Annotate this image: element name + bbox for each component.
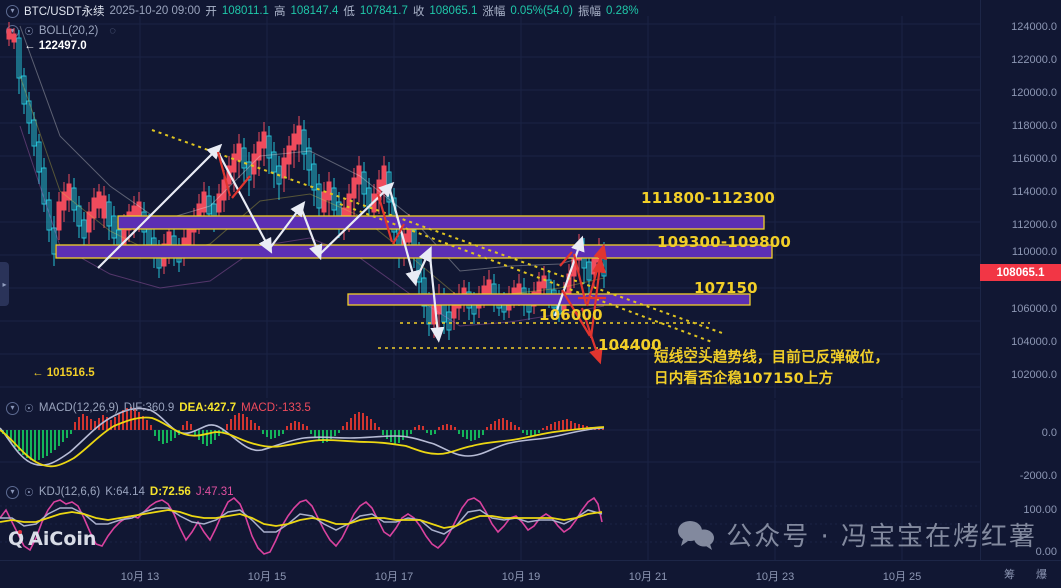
macd-dea: DEA:427.7: [179, 402, 237, 414]
x-tick: 10月 25: [882, 571, 922, 583]
y-tick: 116000.0: [1011, 153, 1057, 165]
kdj-y-tick: 100.00: [1023, 504, 1057, 516]
y-tick: 106000.0: [1011, 303, 1057, 315]
candle-datetime: 2025-10-20 09:00: [109, 5, 201, 17]
chevron-down-icon[interactable]: ▾: [6, 401, 19, 415]
zone-107150: [347, 293, 751, 306]
symbol-name[interactable]: BTC/USDT永续: [24, 6, 105, 18]
y-tick: 102000.0: [1011, 369, 1057, 381]
x-tick: 10月 15: [247, 571, 287, 583]
macd-svg: [0, 400, 980, 488]
close-label: 收: [412, 6, 425, 18]
amplitude-value: 0.28%: [606, 5, 639, 17]
price-axis[interactable]: 124000.0 122000.0 120000.0 118000.0 1160…: [980, 0, 1061, 560]
low-value: 107841.7: [359, 5, 408, 17]
macd-info-bar: ▾ ☉ MACD(12,26,9) DIF:360.9 DEA:427.7 MA…: [0, 399, 1061, 417]
high-value: 108147.4: [290, 5, 339, 17]
annotation-zone-111800: 111800-112300: [641, 189, 776, 207]
y-tick: 112000.0: [1011, 219, 1057, 231]
annotation-level-107150: 107150: [694, 279, 758, 297]
kdj-name[interactable]: KDJ(12,6,6): [38, 486, 101, 498]
kdj-info-bar: ▾ ☉ KDJ(12,6,6) K:64.14 D:72.56 J:47.31: [0, 483, 1061, 501]
time-axis[interactable]: 10月 13 10月 15 10月 17 10月 19 10月 21 10月 2…: [0, 560, 1061, 588]
liquidation-button[interactable]: 爆: [1036, 569, 1047, 581]
macd-y-tick: 0.0: [1041, 427, 1057, 439]
eye-off-icon[interactable]: ◌: [109, 25, 116, 37]
symbol-info-bar: ▾ BTC/USDT永续 2025-10-20 09:00 开 108011.1…: [0, 2, 1061, 20]
x-tick: 10月 13: [120, 571, 160, 583]
macd-value: MACD:-133.5: [241, 402, 311, 414]
boll-label[interactable]: BOLL(20,2): [38, 25, 99, 37]
macd-dea-line: [0, 416, 605, 468]
high-label: 高: [273, 6, 286, 18]
kdj-y-tick: 0.00: [1035, 546, 1057, 558]
x-tick: 10月 19: [501, 571, 541, 583]
chevron-down-icon[interactable]: ▾: [6, 4, 19, 18]
macd-y-tick: -2000.0: [1019, 470, 1057, 482]
chip-distribution-button[interactable]: 筹: [1004, 569, 1015, 581]
high-price-marker: ← 122497.0: [24, 40, 87, 52]
kdj-k-line: [0, 507, 603, 535]
macd-name[interactable]: MACD(12,26,9): [38, 402, 119, 414]
zone-109300: [55, 244, 773, 259]
change-label: 涨幅: [482, 6, 506, 18]
chevron-down-icon[interactable]: ▾: [6, 485, 19, 499]
kdj-svg: [0, 488, 980, 560]
wave-arrows-white: [97, 143, 585, 343]
aicoin-logo-dot: [18, 530, 23, 534]
change-value: 0.05%(54.0): [510, 5, 573, 17]
low-label: 低: [343, 6, 355, 18]
y-tick: 118000.0: [1011, 120, 1057, 132]
amplitude-label: 振幅: [578, 6, 601, 18]
kdj-j: J:47.31: [195, 486, 234, 498]
annotation-note-line2: 日内看否企稳107150上方: [654, 371, 834, 387]
kdj-k: K:64.14: [105, 486, 145, 498]
close-value: 108065.1: [429, 5, 478, 17]
kdj-j-line: [0, 496, 603, 555]
x-tick: 10月 21: [628, 571, 668, 583]
price-grid: [0, 16, 980, 398]
annotation-zone-109300: 109300-109800: [657, 233, 792, 251]
downtrend-line-major: [151, 129, 723, 334]
bell-icon[interactable]: ☉: [24, 402, 34, 415]
projection-arrows-red: [216, 151, 608, 365]
chevron-right-icon: ▸: [2, 279, 7, 289]
macd-dif-line: [0, 407, 605, 467]
last-price-badge: 108065.1: [980, 264, 1061, 281]
price-chart-svg: [0, 16, 980, 398]
kdj-d: D:72.56: [149, 486, 191, 498]
x-tick: 10月 23: [755, 571, 795, 583]
bell-icon[interactable]: ☉: [24, 25, 34, 38]
y-tick: 114000.0: [1011, 186, 1057, 198]
kdj-d-line: [0, 509, 603, 529]
macd-histogram: [2, 407, 604, 461]
y-tick: 110000.0: [1011, 246, 1057, 258]
y-tick: 122000.0: [1011, 54, 1057, 66]
aicoin-wordmark: AiCoin: [28, 528, 97, 550]
annotation-level-106000: 106000: [539, 306, 603, 324]
candlestick-series: [6, 22, 607, 340]
macd-dif: DIF:360.9: [123, 402, 175, 414]
downtrend-line-minor: [339, 203, 713, 343]
annotation-level-104400: 104400: [598, 336, 662, 354]
macd-pane[interactable]: [0, 400, 980, 488]
y-tick: 120000.0: [1011, 87, 1057, 99]
x-tick: 10月 17: [374, 571, 414, 583]
zone-111800: [117, 215, 765, 230]
low-price-marker: ← 101516.5: [32, 367, 95, 379]
price-chart-pane[interactable]: [0, 16, 980, 398]
annotation-note-line1: 短线空头趋势线，目前已反弹破位，: [654, 350, 890, 366]
bell-icon[interactable]: ☉: [24, 486, 34, 499]
open-label: 开: [205, 6, 217, 18]
sidebar-expand-handle[interactable]: ▸: [0, 262, 9, 306]
y-tick: 124000.0: [1011, 21, 1057, 33]
kdj-pane[interactable]: [0, 488, 980, 560]
y-tick: 104000.0: [1011, 336, 1057, 348]
open-value: 108011.1: [221, 5, 269, 17]
aicoin-watermark: Q AiCoin: [8, 528, 96, 550]
